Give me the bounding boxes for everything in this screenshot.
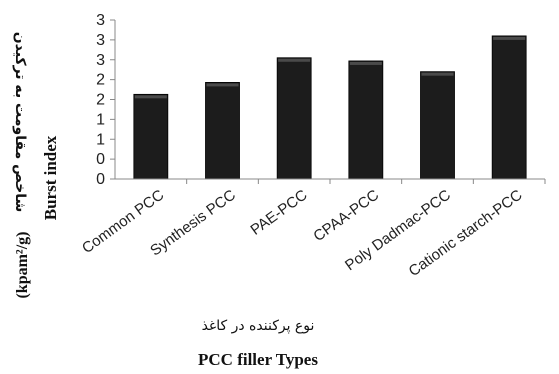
y-tick-label: 2: [96, 92, 105, 109]
y-axis-title-fa: شاخص مقاومت به ترکیدن: [12, 32, 28, 213]
x-category-label: PAE-PCC: [247, 186, 310, 238]
bar-highlight: [206, 83, 239, 87]
bar-cpaa-pcc: [348, 60, 384, 180]
bar-highlight: [278, 58, 311, 62]
bar-cationic-starch-pcc: [491, 35, 527, 180]
bar-synthesis-pcc: [205, 82, 240, 180]
y-tick-label: 3: [96, 12, 105, 29]
y-tick-label: 3: [96, 52, 105, 69]
y-tick-label: 0: [96, 151, 105, 168]
x-axis-title: PCC filler Types: [198, 350, 318, 369]
y-tick-label: 0: [96, 171, 105, 188]
x-axis-title-fa: نوع پرکننده در کاغذ: [202, 318, 315, 334]
y-tick-label: 1: [96, 111, 105, 128]
bar-pae-pcc: [276, 57, 312, 180]
bar-highlight: [134, 95, 167, 99]
bar-highlight: [493, 36, 526, 40]
y-tick-label: 2: [96, 72, 105, 89]
bar-poly-dadmac-pcc: [420, 71, 455, 180]
x-category-label: CPAA-PCC: [310, 186, 382, 245]
bar-highlight: [349, 61, 382, 65]
y-axis-title: Burst index: [41, 135, 60, 220]
y-axis-unit: (kpam²/g): [14, 231, 31, 298]
y-tick-label: 1: [96, 131, 105, 148]
bar-highlight: [421, 72, 454, 76]
bar-common-pcc: [133, 93, 169, 180]
y-tick-label: 3: [96, 32, 105, 49]
